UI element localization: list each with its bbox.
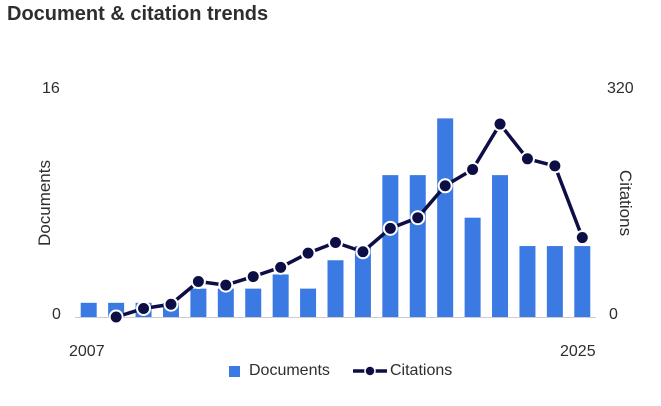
citations-line [115,122,584,319]
documents-bar-2019 [409,175,426,317]
documents-bar-2011 [190,288,207,317]
documents-bar-2016 [327,260,344,317]
citations-point-2009 [136,300,152,316]
citations-point-2022 [492,116,508,132]
documents-bar-2021 [464,217,481,317]
documents-bar-2025 [574,246,591,317]
legend-documents-label: Documents [249,362,330,379]
citations-point-2019 [410,210,426,226]
legend-documents-swatch [229,365,240,377]
chart-legend: Documents Citations [0,362,661,384]
citations-point-2024 [547,158,563,174]
citations-point-2018 [382,220,398,236]
documents-bar-2022 [492,175,509,317]
documents-bar-2017 [354,246,371,317]
documents-bar-2012 [217,288,234,317]
legend-citations-label: Citations [390,362,453,379]
documents-bar-2023 [519,246,536,317]
citations-point-2012 [218,277,234,293]
citations-point-2017 [355,244,371,260]
citations-point-2014 [273,259,289,275]
documents-bar-2013 [245,288,262,317]
citations-point-2020 [437,178,453,194]
citations-point-2016 [328,235,343,251]
citations-point-2015 [300,245,316,261]
left-axis-min-tick: 0 [52,306,61,323]
legend-citations-swatch [353,365,387,377]
citations-point-2013 [245,269,261,285]
citations-point-2010 [163,296,179,312]
documents-bar-2007 [80,302,97,317]
right-axis-max-tick: 320 [607,80,634,97]
left-axis-max-tick: 16 [42,80,60,97]
documents-bar-2018 [382,175,399,317]
documents-bar-2020 [437,118,454,317]
legend-documents: Documents [229,362,330,380]
citations-point-2021 [465,161,481,177]
documents-bar-2024 [546,246,563,317]
legend-citations: Citations [352,362,452,380]
chart-title: Document & citation trends [7,3,269,25]
documents-bar-2015 [300,288,317,317]
x-axis-first-tick: 2007 [69,343,105,360]
citations-point-2008 [108,309,124,325]
right-axis-min-tick: 0 [609,306,618,323]
documents-bar-2014 [272,274,289,317]
citations-point-2025 [574,230,590,246]
x-axis-last-tick: 2025 [560,343,596,360]
citations-point-2011 [190,274,206,290]
citations-point-2023 [519,151,535,167]
